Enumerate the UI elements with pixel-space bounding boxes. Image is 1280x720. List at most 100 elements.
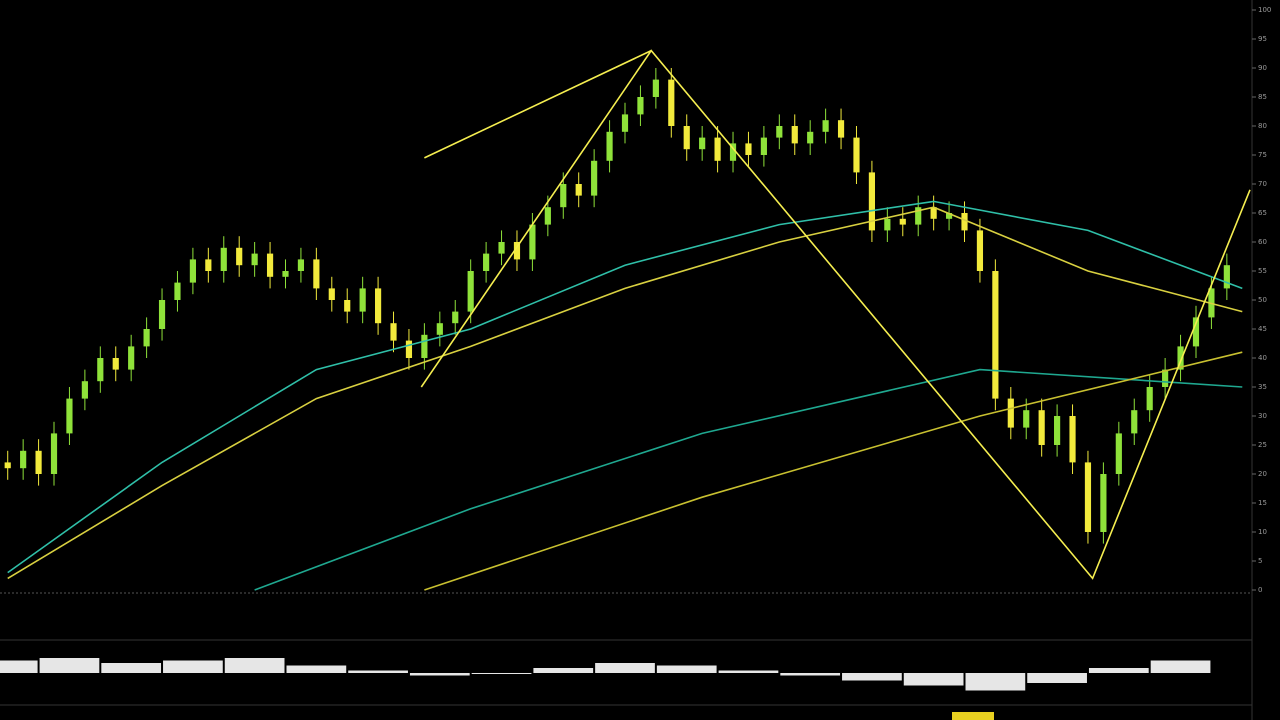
candle-body (220, 247, 227, 271)
y-tick-label: 95 (1258, 35, 1267, 43)
y-tick-label: 40 (1258, 354, 1267, 362)
oscillator-bar (409, 673, 470, 676)
candle-body (915, 207, 922, 225)
oscillator-bar (163, 660, 223, 673)
candle-body (1084, 462, 1092, 532)
candle-body (143, 329, 150, 347)
candle-body (1069, 416, 1076, 463)
candle-body (266, 253, 274, 277)
candle-body (945, 213, 953, 219)
candle-body (683, 126, 690, 150)
y-tick-label: 85 (1258, 93, 1267, 101)
y-tick-label: 30 (1258, 412, 1267, 420)
candle-body (375, 288, 382, 324)
oscillator-bar (1150, 660, 1211, 673)
overlay-line (420, 49, 1251, 580)
candle-body (668, 79, 675, 126)
candle-body (313, 259, 320, 289)
candle-body (992, 271, 999, 399)
y-tick-label: 5 (1258, 557, 1262, 565)
oscillator-bar (903, 673, 964, 686)
candle-body (853, 137, 860, 173)
candle-body (35, 450, 42, 474)
y-tick-label: 65 (1258, 209, 1267, 217)
oscillator-bar (0, 660, 38, 673)
candle-body (390, 323, 397, 341)
overlay-line (7, 206, 1243, 580)
candle-body (282, 271, 289, 277)
candle-body (112, 358, 119, 370)
candle-body (128, 346, 135, 370)
candle-body (1131, 410, 1138, 434)
candle-body (961, 213, 968, 231)
y-tick-label: 100 (1258, 6, 1271, 14)
oscillator-bar (718, 670, 779, 673)
candle-body (66, 398, 73, 434)
candle-body (1162, 369, 1169, 387)
candle-body (452, 311, 459, 324)
candle-body (297, 259, 305, 271)
oscillator-bar (842, 673, 902, 681)
candle-body (421, 334, 428, 358)
y-tick-label: 70 (1258, 180, 1267, 188)
candle-body (776, 126, 783, 138)
oscillator-bar (224, 658, 285, 673)
candle-body (328, 288, 335, 300)
candle-body (837, 120, 845, 138)
candle-body (1038, 410, 1045, 445)
candle-body (498, 242, 505, 254)
candle-body (606, 131, 613, 161)
y-tick-label: 45 (1258, 325, 1267, 333)
candle-body (637, 97, 644, 115)
candle-body (575, 184, 582, 196)
candle-body (1100, 474, 1107, 532)
candle-body (899, 218, 906, 225)
candle-body (729, 143, 737, 161)
oscillator-bar (348, 670, 408, 673)
candle-body (189, 259, 196, 283)
candle-body (81, 381, 88, 399)
candle-body (652, 79, 659, 97)
candle-body (467, 271, 474, 312)
candle-body (976, 230, 984, 271)
candle-body (344, 300, 351, 312)
candle-body (591, 160, 598, 196)
candle-body (20, 450, 27, 469)
y-tick-label: 75 (1258, 151, 1267, 159)
candle-body (436, 323, 443, 335)
time-marker (952, 712, 994, 720)
candle-body (544, 207, 551, 225)
candle-body (884, 218, 891, 231)
oscillator-bar (471, 673, 532, 674)
candle-body (174, 282, 181, 300)
overlay-line (424, 49, 652, 159)
candle-body (4, 462, 11, 469)
candle-body (1177, 346, 1184, 370)
candle-body (807, 131, 814, 144)
oscillator-bar (780, 673, 841, 676)
y-tick-label: 60 (1258, 238, 1267, 246)
candle-body (1007, 398, 1014, 428)
candle-body (50, 433, 58, 474)
y-tick-label: 35 (1258, 383, 1267, 391)
candle-body (868, 172, 875, 231)
candle-body (359, 288, 366, 312)
candle-body (251, 253, 258, 266)
oscillator-bar (1088, 668, 1149, 673)
candle-body (513, 242, 521, 260)
candle-body (930, 207, 937, 219)
candle-body (560, 184, 567, 208)
candle-body (405, 340, 413, 358)
y-tick-label: 10 (1258, 528, 1267, 536)
y-tick-label: 55 (1258, 267, 1267, 275)
candle-body (158, 300, 166, 329)
candle-body (760, 137, 767, 155)
y-tick-label: 0 (1258, 586, 1262, 594)
oscillator-bar (101, 663, 162, 673)
oscillator-bar (1027, 673, 1087, 683)
candle-body (97, 358, 104, 382)
candle-body (236, 247, 243, 266)
oscillator-bar (533, 668, 594, 673)
candle-body (1023, 410, 1030, 428)
